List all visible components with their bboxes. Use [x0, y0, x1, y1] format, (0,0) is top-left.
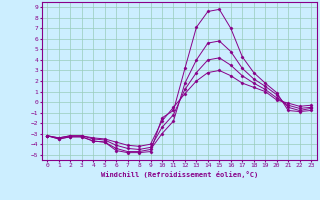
X-axis label: Windchill (Refroidissement éolien,°C): Windchill (Refroidissement éolien,°C): [100, 171, 258, 178]
